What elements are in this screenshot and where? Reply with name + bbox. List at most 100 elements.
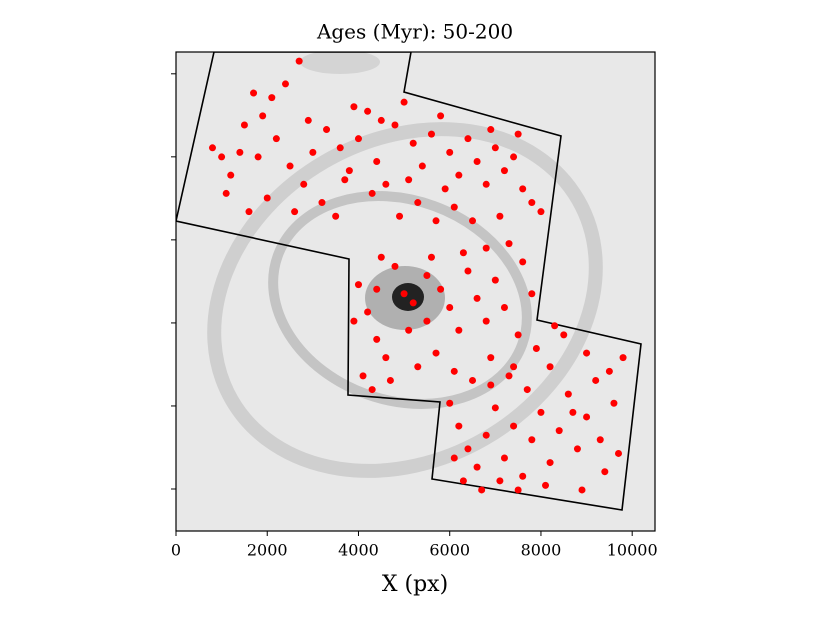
point bbox=[245, 208, 253, 216]
point bbox=[528, 436, 536, 444]
x-tick-label: 6000 bbox=[429, 541, 470, 560]
galaxy-image bbox=[207, 52, 603, 478]
point bbox=[236, 148, 244, 156]
point bbox=[583, 349, 591, 357]
point bbox=[450, 454, 458, 462]
point bbox=[418, 162, 426, 170]
point bbox=[464, 135, 472, 143]
point bbox=[268, 94, 276, 102]
point bbox=[473, 463, 481, 471]
footprint bbox=[176, 52, 642, 511]
point bbox=[519, 185, 527, 193]
point bbox=[496, 477, 504, 485]
point bbox=[423, 272, 431, 280]
point bbox=[414, 199, 422, 207]
point bbox=[615, 449, 623, 457]
point bbox=[354, 281, 362, 289]
point bbox=[473, 157, 481, 165]
point bbox=[254, 153, 262, 161]
point bbox=[382, 354, 390, 362]
point bbox=[250, 89, 258, 97]
point bbox=[446, 148, 454, 156]
point bbox=[519, 472, 527, 480]
point bbox=[218, 153, 226, 161]
point bbox=[272, 135, 280, 143]
point bbox=[450, 203, 458, 211]
point bbox=[500, 167, 508, 175]
point bbox=[391, 121, 399, 129]
x-axis-label: X (px) bbox=[382, 572, 448, 597]
point bbox=[323, 126, 331, 134]
point bbox=[496, 212, 504, 220]
point bbox=[519, 258, 527, 266]
point bbox=[432, 349, 440, 357]
point bbox=[537, 408, 545, 416]
point bbox=[373, 157, 381, 165]
point bbox=[542, 481, 550, 489]
point bbox=[437, 285, 445, 293]
point bbox=[514, 486, 522, 494]
chart-title: Ages (Myr): 50-200 bbox=[316, 20, 513, 44]
point bbox=[414, 363, 422, 371]
point bbox=[281, 80, 289, 88]
point bbox=[373, 335, 381, 343]
point bbox=[364, 308, 372, 316]
point bbox=[482, 317, 490, 325]
point bbox=[510, 422, 518, 430]
point bbox=[450, 367, 458, 375]
point bbox=[382, 180, 390, 188]
point bbox=[487, 354, 495, 362]
point bbox=[532, 345, 540, 353]
point bbox=[396, 212, 404, 220]
point bbox=[446, 303, 454, 311]
axes-frame bbox=[175, 51, 656, 532]
point bbox=[259, 112, 267, 120]
point bbox=[469, 376, 477, 384]
point bbox=[240, 121, 248, 129]
x-tick-label: 2000 bbox=[247, 541, 288, 560]
point bbox=[573, 445, 581, 453]
point bbox=[423, 317, 431, 325]
point bbox=[432, 217, 440, 225]
point bbox=[482, 244, 490, 252]
point bbox=[405, 326, 413, 334]
point bbox=[286, 162, 294, 170]
x-tick-label: 10000 bbox=[607, 541, 658, 560]
point bbox=[459, 477, 467, 485]
point bbox=[455, 326, 463, 334]
point bbox=[505, 372, 513, 380]
point bbox=[354, 135, 362, 143]
point bbox=[523, 386, 531, 394]
point bbox=[446, 399, 454, 407]
point bbox=[427, 130, 435, 138]
point bbox=[263, 194, 271, 202]
point bbox=[487, 381, 495, 389]
point bbox=[373, 285, 381, 293]
point bbox=[409, 299, 417, 307]
point bbox=[295, 57, 303, 65]
point bbox=[491, 276, 499, 284]
point bbox=[341, 176, 349, 184]
point bbox=[409, 139, 417, 147]
point bbox=[605, 367, 613, 375]
point bbox=[300, 180, 308, 188]
point bbox=[473, 294, 481, 302]
point bbox=[318, 199, 326, 207]
point bbox=[437, 112, 445, 120]
point bbox=[514, 130, 522, 138]
point bbox=[500, 303, 508, 311]
point bbox=[364, 107, 372, 115]
point bbox=[304, 116, 312, 124]
point bbox=[551, 322, 559, 330]
point bbox=[487, 126, 495, 134]
x-tick-label: 4000 bbox=[338, 541, 379, 560]
point bbox=[500, 454, 508, 462]
point bbox=[291, 208, 299, 216]
x-tick-label: 0 bbox=[171, 541, 181, 560]
point bbox=[482, 431, 490, 439]
point bbox=[350, 317, 358, 325]
point bbox=[377, 116, 385, 124]
point bbox=[610, 399, 618, 407]
point bbox=[400, 98, 408, 106]
point bbox=[455, 422, 463, 430]
